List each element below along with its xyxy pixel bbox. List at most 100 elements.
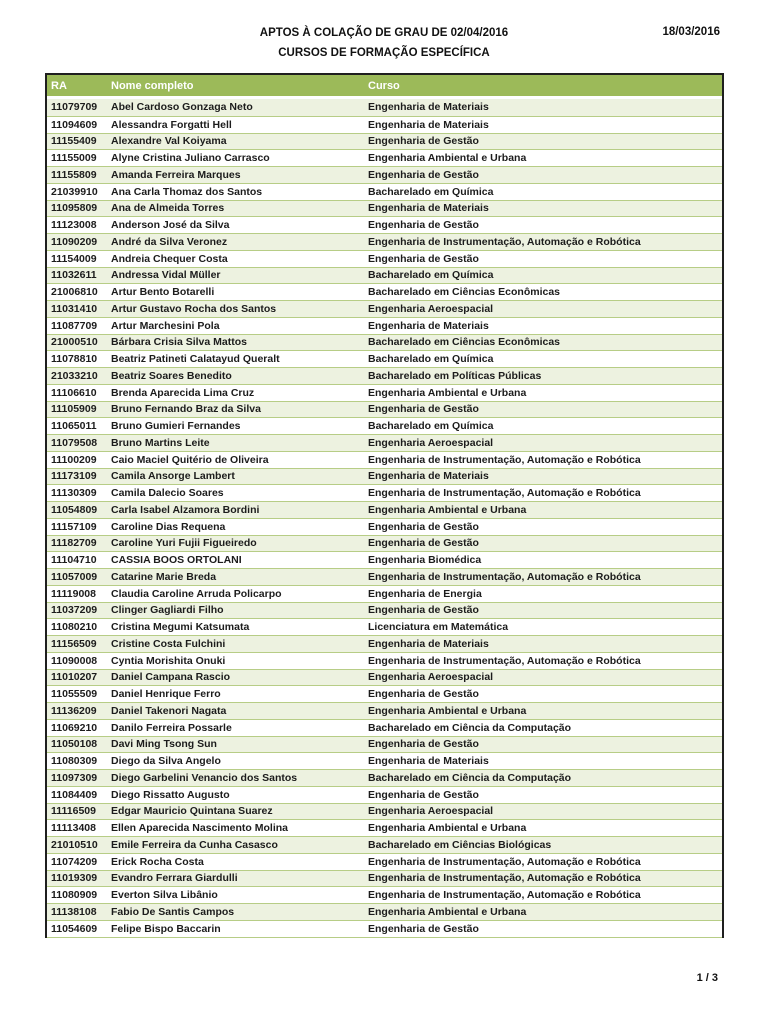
ra-cell: 11074209 [51,855,98,868]
course-cell: Engenharia de Gestão [368,168,479,181]
ra-cell: 21010510 [51,838,98,851]
course-cell: Engenharia de Gestão [368,219,479,232]
students-table: RA Nome completo Curso 11079709 Abel Car… [45,73,724,938]
ra-cell: 11095809 [51,202,98,215]
column-header-ra: RA [51,79,67,92]
table-row: 11155009 Alyne Cristina Juliano Carrasco… [47,149,722,166]
table-row: 11079508 Bruno Martins Leite Engenharia … [47,434,722,451]
name-cell: Edgar Mauricio Quintana Suarez [111,805,273,818]
name-cell: Camila Dalecio Soares [111,487,224,500]
course-cell: Engenharia Ambiental e Urbana [368,152,527,165]
course-cell: Bacharelado em Ciências Biológicas [368,838,552,851]
ra-cell: 11155409 [51,135,97,148]
table-row: 21006810 Artur Bento Botarelli Bacharela… [47,283,722,300]
course-cell: Engenharia Aeroespacial [368,805,494,818]
table-row: 11090209 André da Silva Veronez Engenhar… [47,233,722,250]
ra-cell: 11010207 [51,671,98,684]
course-cell: Engenharia de Materiais [368,470,489,483]
ra-cell: 11054809 [51,503,98,516]
table-row: 11119008 Claudia Caroline Arruda Policar… [47,584,722,602]
name-cell: Caio Maciel Quitério de Oliveira [111,453,269,466]
course-cell: Bacharelado em Ciências Econômicas [368,286,560,299]
table-row: 11156509 Cristine Costa Fulchini Engenha… [47,635,722,652]
course-cell: Engenharia de Instrumentação, Automação … [368,872,641,885]
name-cell: Davi Ming Tsong Sun [111,738,217,751]
ra-cell: 21006810 [51,286,98,299]
ra-cell: 11182709 [51,537,97,550]
ra-cell: 11079508 [51,436,98,449]
course-cell: Engenharia de Gestão [368,738,479,751]
course-cell: Engenharia de Gestão [368,520,479,533]
course-cell: Engenharia de Materiais [368,202,489,215]
table-row: 21033210 Beatriz Soares Benedito Bachare… [47,367,722,384]
name-cell: Artur Bento Botarelli [111,286,215,299]
ra-cell: 11130309 [51,487,97,500]
name-cell: Evandro Ferrara Giardulli [111,872,238,885]
name-cell: Felipe Bispo Baccarin [111,922,221,935]
table-row: 11116509 Edgar Mauricio Quintana Suarez … [47,802,722,820]
table-row: 11065011 Bruno Gumieri Fernandes Bachare… [47,417,722,434]
table-row: 11050108 Davi Ming Tsong Sun Engenharia … [47,735,722,753]
column-header-nome: Nome completo [111,79,194,92]
name-cell: Clinger Gagliardi Filho [111,604,224,617]
table-row: 11100209 Caio Maciel Quitério de Oliveir… [47,450,722,468]
course-cell: Engenharia de Instrumentação, Automação … [368,453,641,466]
course-cell: Engenharia de Energia [368,587,482,600]
name-cell: Caroline Dias Requena [111,520,226,533]
ra-cell: 11084409 [51,788,98,801]
ra-cell: 11080210 [51,621,98,634]
page-title: APTOS À COLAÇÃO DE GRAU DE 02/04/2016 [259,27,509,39]
table-row: 11019309 Evandro Ferrara Giardulli Engen… [47,869,722,887]
table-header-row: RA Nome completo Curso [47,75,722,99]
ra-cell: 11090008 [51,654,98,667]
table-row: 11074209 Erick Rocha Costa Engenharia de… [47,852,722,870]
name-cell: Beatriz Patineti Calatayud Queralt [111,353,280,366]
name-cell: Everton Silva Libânio [111,889,218,902]
ra-cell: 11080909 [51,889,98,902]
ra-cell: 11080309 [51,755,98,768]
course-cell: Engenharia de Instrumentação, Automação … [368,235,641,248]
name-cell: Daniel Takenori Nagata [111,704,227,717]
table-row: 11173109 Camila Ansorge Lambert Engenhar… [47,467,722,485]
table-row: 11069210 Danilo Ferreira Possarle Bachar… [47,718,722,736]
course-cell: Bacharelado em Química [368,269,494,282]
ra-cell: 11136209 [51,704,97,717]
table-row: 11087709 Artur Marchesini Pola Engenhari… [47,316,722,334]
table-row: 11136209 Daniel Takenori Nagata Engenhar… [47,702,722,719]
table-row: 11079709 Abel Cardoso Gonzaga Neto Engen… [47,99,722,116]
name-cell: Cristina Megumi Katsumata [111,621,250,634]
name-cell: Bárbara Crisia Silva Mattos [111,336,247,349]
table-row: 11155809 Amanda Ferreira Marques Engenha… [47,166,722,183]
table-row: 21010510 Emile Ferreira da Cunha Casasco… [47,836,722,853]
name-cell: Danilo Ferreira Possarle [111,721,232,734]
course-cell: Bacharelado em Química [368,353,494,366]
course-cell: Engenharia de Gestão [368,604,479,617]
ra-cell: 21033210 [51,369,98,382]
course-cell: Bacharelado em Ciências Econômicas [368,336,560,349]
ra-cell: 21000510 [51,336,98,349]
table-body: 11079709 Abel Cardoso Gonzaga Neto Engen… [47,99,722,938]
name-cell: Abel Cardoso Gonzaga Neto [111,101,253,114]
table-row: 11055509 Daniel Henrique Ferro Engenhari… [47,685,722,702]
name-cell: Artur Marchesini Pola [111,319,220,332]
ra-cell: 11054609 [51,922,98,935]
course-cell: Engenharia Ambiental e Urbana [368,386,527,399]
table-row: 11054809 Carla Isabel Alzamora Bordini E… [47,501,722,518]
table-row: 11106610 Brenda Aparecida Lima Cruz Enge… [47,383,722,401]
ra-cell: 11105909 [51,403,97,416]
course-cell: Engenharia Aeroespacial [368,671,494,684]
ra-cell: 11104710 [51,554,97,567]
table-row: 11130309 Camila Dalecio Soares Engenhari… [47,484,722,501]
table-row: 11084409 Diego Rissatto Augusto Engenhar… [47,785,722,803]
name-cell: Caroline Yuri Fujii Figueiredo [111,537,257,550]
table-row: 11154009 Andreia Chequer Costa Engenhari… [47,249,722,267]
ra-cell: 11119008 [51,587,96,600]
table-row: 11095809 Ana de Almeida Torres Engenhari… [47,199,722,217]
ra-cell: 21039910 [51,185,98,198]
name-cell: Bruno Martins Leite [111,436,210,449]
table-row: 11157109 Caroline Dias Requena Engenhari… [47,517,722,535]
ra-cell: 11057009 [51,570,98,583]
ra-cell: 11079709 [51,101,98,114]
course-cell: Engenharia de Materiais [368,755,489,768]
